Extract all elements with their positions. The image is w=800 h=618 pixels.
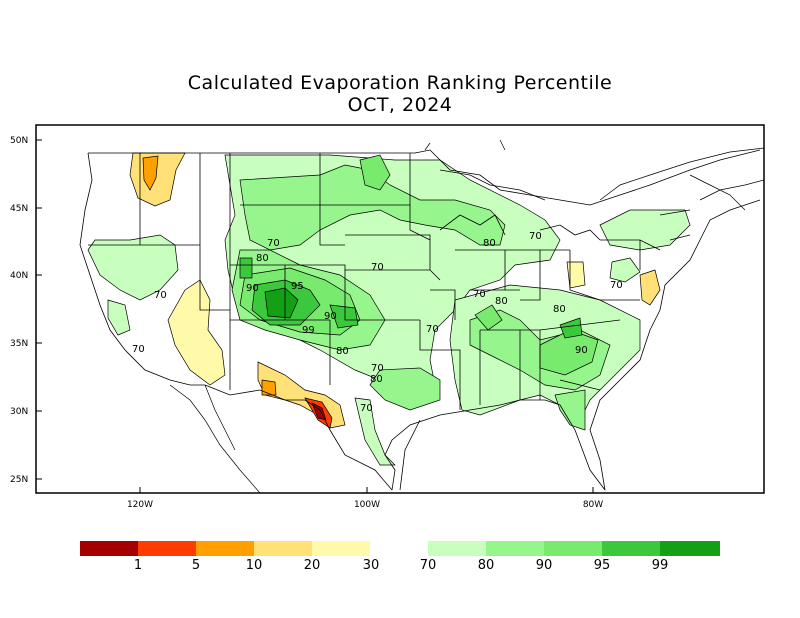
lat-label: 30N bbox=[10, 407, 28, 417]
contour-labels: 70 80 90 95 90 99 80 70 80 70 80 70 70 8… bbox=[132, 231, 623, 414]
percentile-shading bbox=[87, 152, 691, 466]
boundaries bbox=[79, 149, 761, 491]
mexico-border bbox=[204, 384, 393, 491]
contour-label: 80 bbox=[495, 296, 508, 307]
legend-colorbar bbox=[80, 541, 720, 556]
legend-swatch-99 bbox=[660, 541, 720, 556]
legend-swatch-70 bbox=[428, 541, 486, 556]
contour-label: 70 bbox=[267, 238, 280, 249]
contour-label: 70 bbox=[371, 363, 384, 374]
lon-label: 100W bbox=[354, 500, 380, 510]
legend-swatch-30 bbox=[312, 541, 370, 556]
contour-label: 70 bbox=[154, 290, 167, 301]
contour-label: 90 bbox=[575, 345, 588, 356]
contour-label: 90 bbox=[246, 283, 259, 294]
contour-label: 80 bbox=[336, 346, 349, 357]
contour-label: 70 bbox=[529, 231, 542, 242]
peak-99-region bbox=[264, 287, 299, 319]
contour-label: 80 bbox=[256, 253, 269, 264]
map-frame bbox=[35, 124, 765, 494]
legend-label: 80 bbox=[477, 558, 495, 573]
legend-label: 30 bbox=[362, 558, 380, 573]
latitude-axis: 50N 45N 40N 35N 30N 25N bbox=[10, 136, 42, 485]
contour-label: 70 bbox=[610, 280, 623, 291]
lat-label: 40N bbox=[10, 271, 28, 281]
contour-label: 70 bbox=[371, 262, 384, 273]
contour-label: 80 bbox=[370, 374, 383, 385]
lon-label: 80W bbox=[583, 500, 603, 510]
dry-region-northwest-core bbox=[142, 155, 159, 191]
gulf-coast bbox=[384, 399, 606, 491]
wet-region-great-basin bbox=[87, 234, 179, 301]
lon-label: 120W bbox=[127, 500, 153, 510]
legend-swatch-5 bbox=[138, 541, 196, 556]
lat-label: 50N bbox=[10, 136, 28, 146]
atlantic-coast bbox=[589, 199, 761, 491]
dry-region-southwest bbox=[167, 279, 226, 386]
legend-label: 10 bbox=[245, 558, 263, 573]
contour-label: 90 bbox=[324, 311, 337, 322]
legend-label: 5 bbox=[191, 558, 201, 573]
lat-label: 45N bbox=[10, 204, 28, 214]
map-title: Calculated Evaporation Ranking Percentil… bbox=[187, 72, 613, 94]
lat-label: 35N bbox=[10, 339, 28, 349]
legend-swatch-20 bbox=[254, 541, 312, 556]
legend-swatch-95 bbox=[602, 541, 660, 556]
map-subtitle: OCT, 2024 bbox=[347, 94, 453, 116]
legend-swatch-80 bbox=[486, 541, 544, 556]
legend-label: 1 bbox=[133, 558, 143, 573]
contour-label: 80 bbox=[553, 304, 566, 315]
contour-label: 70 bbox=[473, 289, 486, 300]
coastline-detail bbox=[169, 139, 765, 494]
contour-label: 80 bbox=[483, 238, 496, 249]
legend-label: 70 bbox=[419, 558, 437, 573]
contour-label: 95 bbox=[291, 281, 304, 292]
lat-label: 25N bbox=[10, 475, 28, 485]
contour-label: 70 bbox=[360, 403, 373, 414]
legend-label: 95 bbox=[593, 558, 611, 573]
contour-label: 70 bbox=[426, 324, 439, 335]
legend-label: 90 bbox=[535, 558, 553, 573]
legend-swatch-10 bbox=[196, 541, 254, 556]
contour-label: 99 bbox=[302, 325, 315, 336]
canada-border-east bbox=[414, 149, 761, 206]
west-coast bbox=[79, 152, 205, 386]
contour-label: 70 bbox=[132, 344, 145, 355]
legend-label: 20 bbox=[303, 558, 321, 573]
legend-swatch-1 bbox=[80, 541, 138, 556]
legend-label: 99 bbox=[651, 558, 669, 573]
legend-swatch-90 bbox=[544, 541, 602, 556]
longitude-axis: 120W 100W 80W bbox=[127, 487, 603, 510]
